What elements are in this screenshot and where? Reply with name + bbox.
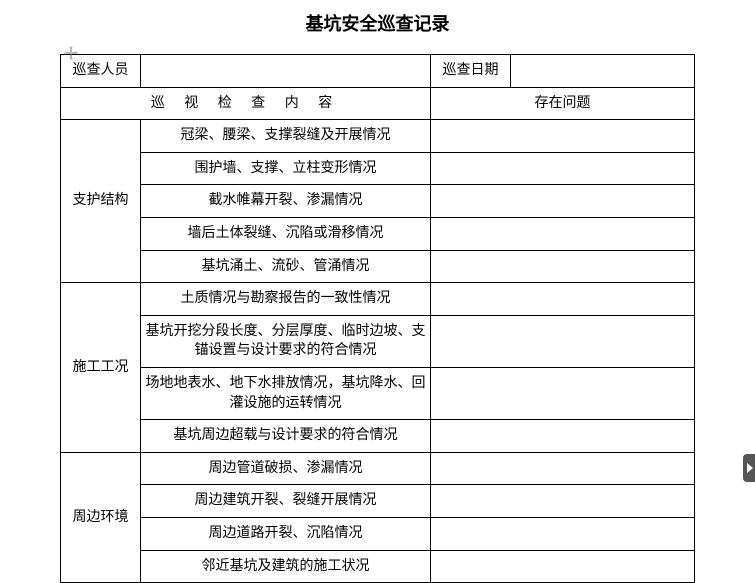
- category-cell: 施工工况: [61, 283, 141, 453]
- issue-cell[interactable]: [431, 152, 695, 185]
- issue-cell[interactable]: [431, 517, 695, 550]
- item-cell: 墙后土体裂缝、沉陷或滑移情况: [141, 217, 431, 250]
- table-row: 基坑涌土、流砂、管涌情况: [61, 250, 695, 283]
- table-row: 基坑周边超载与设计要求的符合情况: [61, 420, 695, 453]
- issue-cell[interactable]: [431, 315, 695, 367]
- table-row: 施工工况 土质情况与勘察报告的一致性情况: [61, 283, 695, 316]
- issue-cell[interactable]: [431, 283, 695, 316]
- table-row: 支护结构 冠梁、腰梁、支撑裂缝及开展情况: [61, 120, 695, 153]
- page-title: 基坑安全巡查记录: [60, 10, 695, 36]
- table-row: 场地地表水、地下水排放情况，基坑降水、回灌设施的运转情况: [61, 367, 695, 419]
- item-cell: 冠梁、腰梁、支撑裂缝及开展情况: [141, 120, 431, 153]
- issue-cell[interactable]: [431, 420, 695, 453]
- table-row: 围护墙、支撑、立柱变形情况: [61, 152, 695, 185]
- header-row-1: 巡查人员 巡查日期: [61, 55, 695, 88]
- issue-cell[interactable]: [431, 217, 695, 250]
- side-tab-icon[interactable]: [743, 454, 755, 482]
- issue-cell[interactable]: [431, 120, 695, 153]
- table-row: 周边道路开裂、沉陷情况: [61, 517, 695, 550]
- category-cell: 周边环境: [61, 452, 141, 582]
- table-row: 邻近基坑及建筑的施工状况: [61, 550, 695, 583]
- item-cell: 周边管道破损、渗漏情况: [141, 452, 431, 485]
- issue-cell[interactable]: [431, 485, 695, 518]
- table-move-handle-icon[interactable]: [64, 46, 78, 60]
- issue-cell[interactable]: [431, 250, 695, 283]
- item-cell: 邻近基坑及建筑的施工状况: [141, 550, 431, 583]
- item-cell: 基坑周边超载与设计要求的符合情况: [141, 420, 431, 453]
- table-row: 墙后土体裂缝、沉陷或滑移情况: [61, 217, 695, 250]
- date-value[interactable]: [511, 55, 695, 88]
- inspector-value[interactable]: [141, 55, 431, 88]
- category-cell: 支护结构: [61, 120, 141, 283]
- item-cell: 基坑开挖分段长度、分层厚度、临时边坡、支锚设置与设计要求的符合情况: [141, 315, 431, 367]
- date-label: 巡查日期: [431, 55, 511, 88]
- item-cell: 周边道路开裂、沉陷情况: [141, 517, 431, 550]
- table-row: 周边环境 周边管道破损、渗漏情况: [61, 452, 695, 485]
- table-row: 周边建筑开裂、裂缝开展情况: [61, 485, 695, 518]
- table-row: 截水帷幕开裂、渗漏情况: [61, 185, 695, 218]
- issue-cell[interactable]: [431, 185, 695, 218]
- issue-cell[interactable]: [431, 550, 695, 583]
- header-row-2: 巡 视 检 查 内 容 存在问题: [61, 87, 695, 120]
- table-row: 基坑开挖分段长度、分层厚度、临时边坡、支锚设置与设计要求的符合情况: [61, 315, 695, 367]
- item-cell: 土质情况与勘察报告的一致性情况: [141, 283, 431, 316]
- item-cell: 周边建筑开裂、裂缝开展情况: [141, 485, 431, 518]
- issue-cell[interactable]: [431, 452, 695, 485]
- issue-cell[interactable]: [431, 367, 695, 419]
- inspection-table: 巡查人员 巡查日期 巡 视 检 查 内 容 存在问题 支护结构 冠梁、腰梁、支撑…: [60, 54, 695, 583]
- item-cell: 截水帷幕开裂、渗漏情况: [141, 185, 431, 218]
- item-cell: 场地地表水、地下水排放情况，基坑降水、回灌设施的运转情况: [141, 367, 431, 419]
- item-cell: 围护墙、支撑、立柱变形情况: [141, 152, 431, 185]
- content-header: 巡 视 检 查 内 容: [61, 87, 431, 120]
- issue-header: 存在问题: [431, 87, 695, 120]
- item-cell: 基坑涌土、流砂、管涌情况: [141, 250, 431, 283]
